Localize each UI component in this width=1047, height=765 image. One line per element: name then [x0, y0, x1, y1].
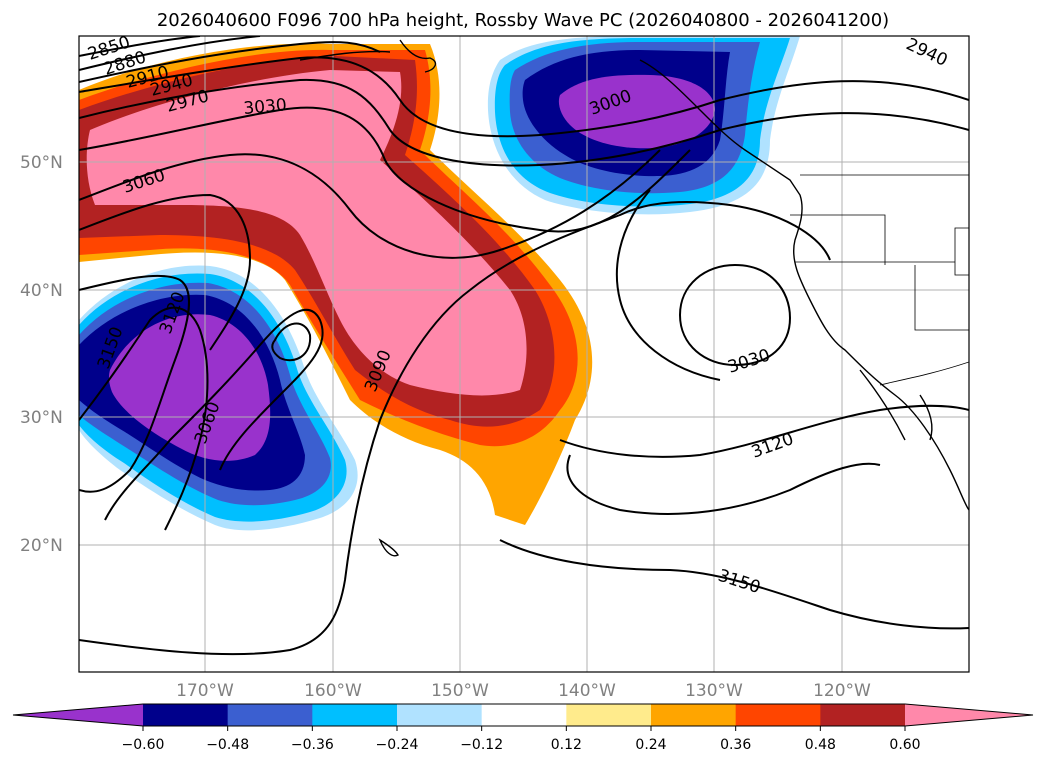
colorbar-tick-label: 0.60: [889, 737, 920, 753]
colorbar-tick-label: −0.36: [291, 737, 334, 753]
lat-label: 30°N: [20, 408, 63, 428]
coastlines: [299, 39, 969, 557]
lon-label: 140°W: [558, 681, 616, 701]
lon-label: 150°W: [431, 681, 489, 701]
contour-label: 3030: [243, 95, 288, 119]
colorbar-segment: [227, 704, 313, 726]
colorbar-tick-label: −0.48: [206, 737, 249, 753]
lat-label: 50°N: [20, 153, 63, 173]
colorbar-segment: [143, 704, 229, 726]
lat-label: 20°N: [20, 536, 63, 556]
colorbar-segment: [397, 704, 483, 726]
positive-anomaly-shading: [79, 43, 593, 526]
lon-label: 160°W: [304, 681, 362, 701]
colorbar-tick-label: 0.24: [635, 737, 666, 753]
map-title: 2026040600 F096 700 hPa height, Rossby W…: [157, 10, 889, 31]
colorbar-tick-label: 0.48: [805, 737, 836, 753]
colorbar-segment: [566, 704, 652, 726]
colorbar-tick-label: −0.12: [460, 737, 503, 753]
colorbar-extend-low: [13, 704, 143, 726]
lon-label: 120°W: [813, 681, 871, 701]
colorbar-tick-label: 0.12: [551, 737, 582, 753]
colorbar-tick-label: −0.24: [376, 737, 419, 753]
colorbar-segment: [820, 704, 906, 726]
longitude-labels: 170°W 160°W 150°W 140°W 130°W 120°W: [176, 681, 871, 701]
colorbar-segment: [481, 704, 567, 726]
graticule: [79, 36, 969, 672]
lat-label: 40°N: [20, 281, 63, 301]
colorbar-segment: [735, 704, 821, 726]
negative-anomaly-shading-ne: [487, 36, 800, 215]
colorbar: −0.60 −0.48 −0.36 −0.24 −0.12 0.12 0.24 0.36 0.4…: [12, 703, 1034, 753]
height-contours: [79, 36, 969, 656]
colorbar-tick-label: −0.60: [122, 737, 165, 753]
colorbar-segment: [651, 704, 737, 726]
lon-label: 130°W: [685, 681, 743, 701]
colorbar-extend-high: [905, 704, 1033, 726]
colorbar-segment: [312, 704, 398, 726]
colorbar-tick-label: 0.36: [720, 737, 751, 753]
latitude-labels: 50°N 40°N 30°N 20°N: [20, 153, 63, 556]
map-area: 2850 2880 2910 2940 2970 3030 3060 3000 …: [79, 36, 969, 672]
lon-label: 170°W: [176, 681, 234, 701]
map-frame: [78, 35, 970, 673]
